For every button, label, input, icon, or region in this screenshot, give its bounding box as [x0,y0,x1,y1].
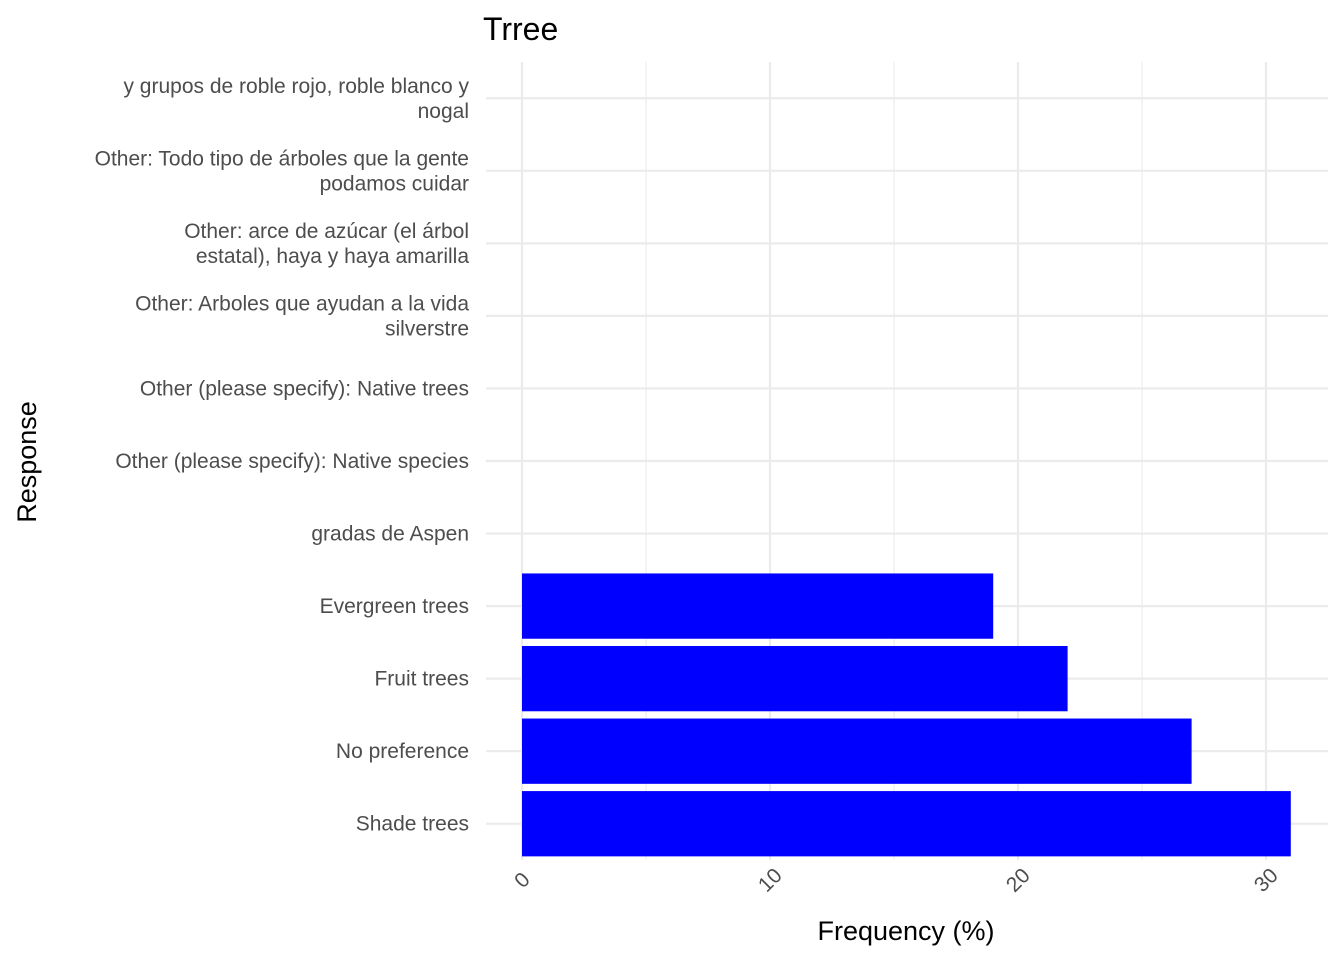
y-tick-label: Other: Arboles que ayudan a la vida silve… [135,292,469,340]
y-tick-label: Evergreen trees [320,595,469,618]
y-tick-label: Other: Todo tipo de árboles que la gente… [95,147,469,195]
bar [522,791,1291,857]
y-tick-label: Shade trees [356,813,469,836]
x-tick-label: 10 [754,864,787,897]
y-tick-label: gradas de Aspen [311,523,469,546]
bar [522,573,994,639]
x-tick-label: 30 [1250,864,1283,897]
x-tick-labels: 0 10 20 30 [510,864,1283,897]
chart-title: Trree [483,11,558,47]
bars [522,573,1291,857]
y-axis-title: Response [12,401,42,523]
y-tick-label: Fruit trees [374,668,469,691]
bar [522,718,1192,784]
y-tick-label: Other (please specify): Native trees [140,377,469,400]
x-tick-label: 0 [510,868,535,893]
y-tick-label: Other: arce de azúcar (el árbol estatal),… [184,220,469,268]
y-tick-labels: Shade trees No preference Fruit trees Everg… [95,75,470,836]
y-tick-label: No preference [336,740,469,763]
y-tick-label: Other (please specify): Native species [115,450,469,473]
y-tick-label: y grupos de roble rojo, roble blanco y no… [123,75,469,123]
x-axis-title: Frequency (%) [817,916,994,946]
x-tick-label: 20 [1002,864,1035,897]
bar [522,645,1068,712]
